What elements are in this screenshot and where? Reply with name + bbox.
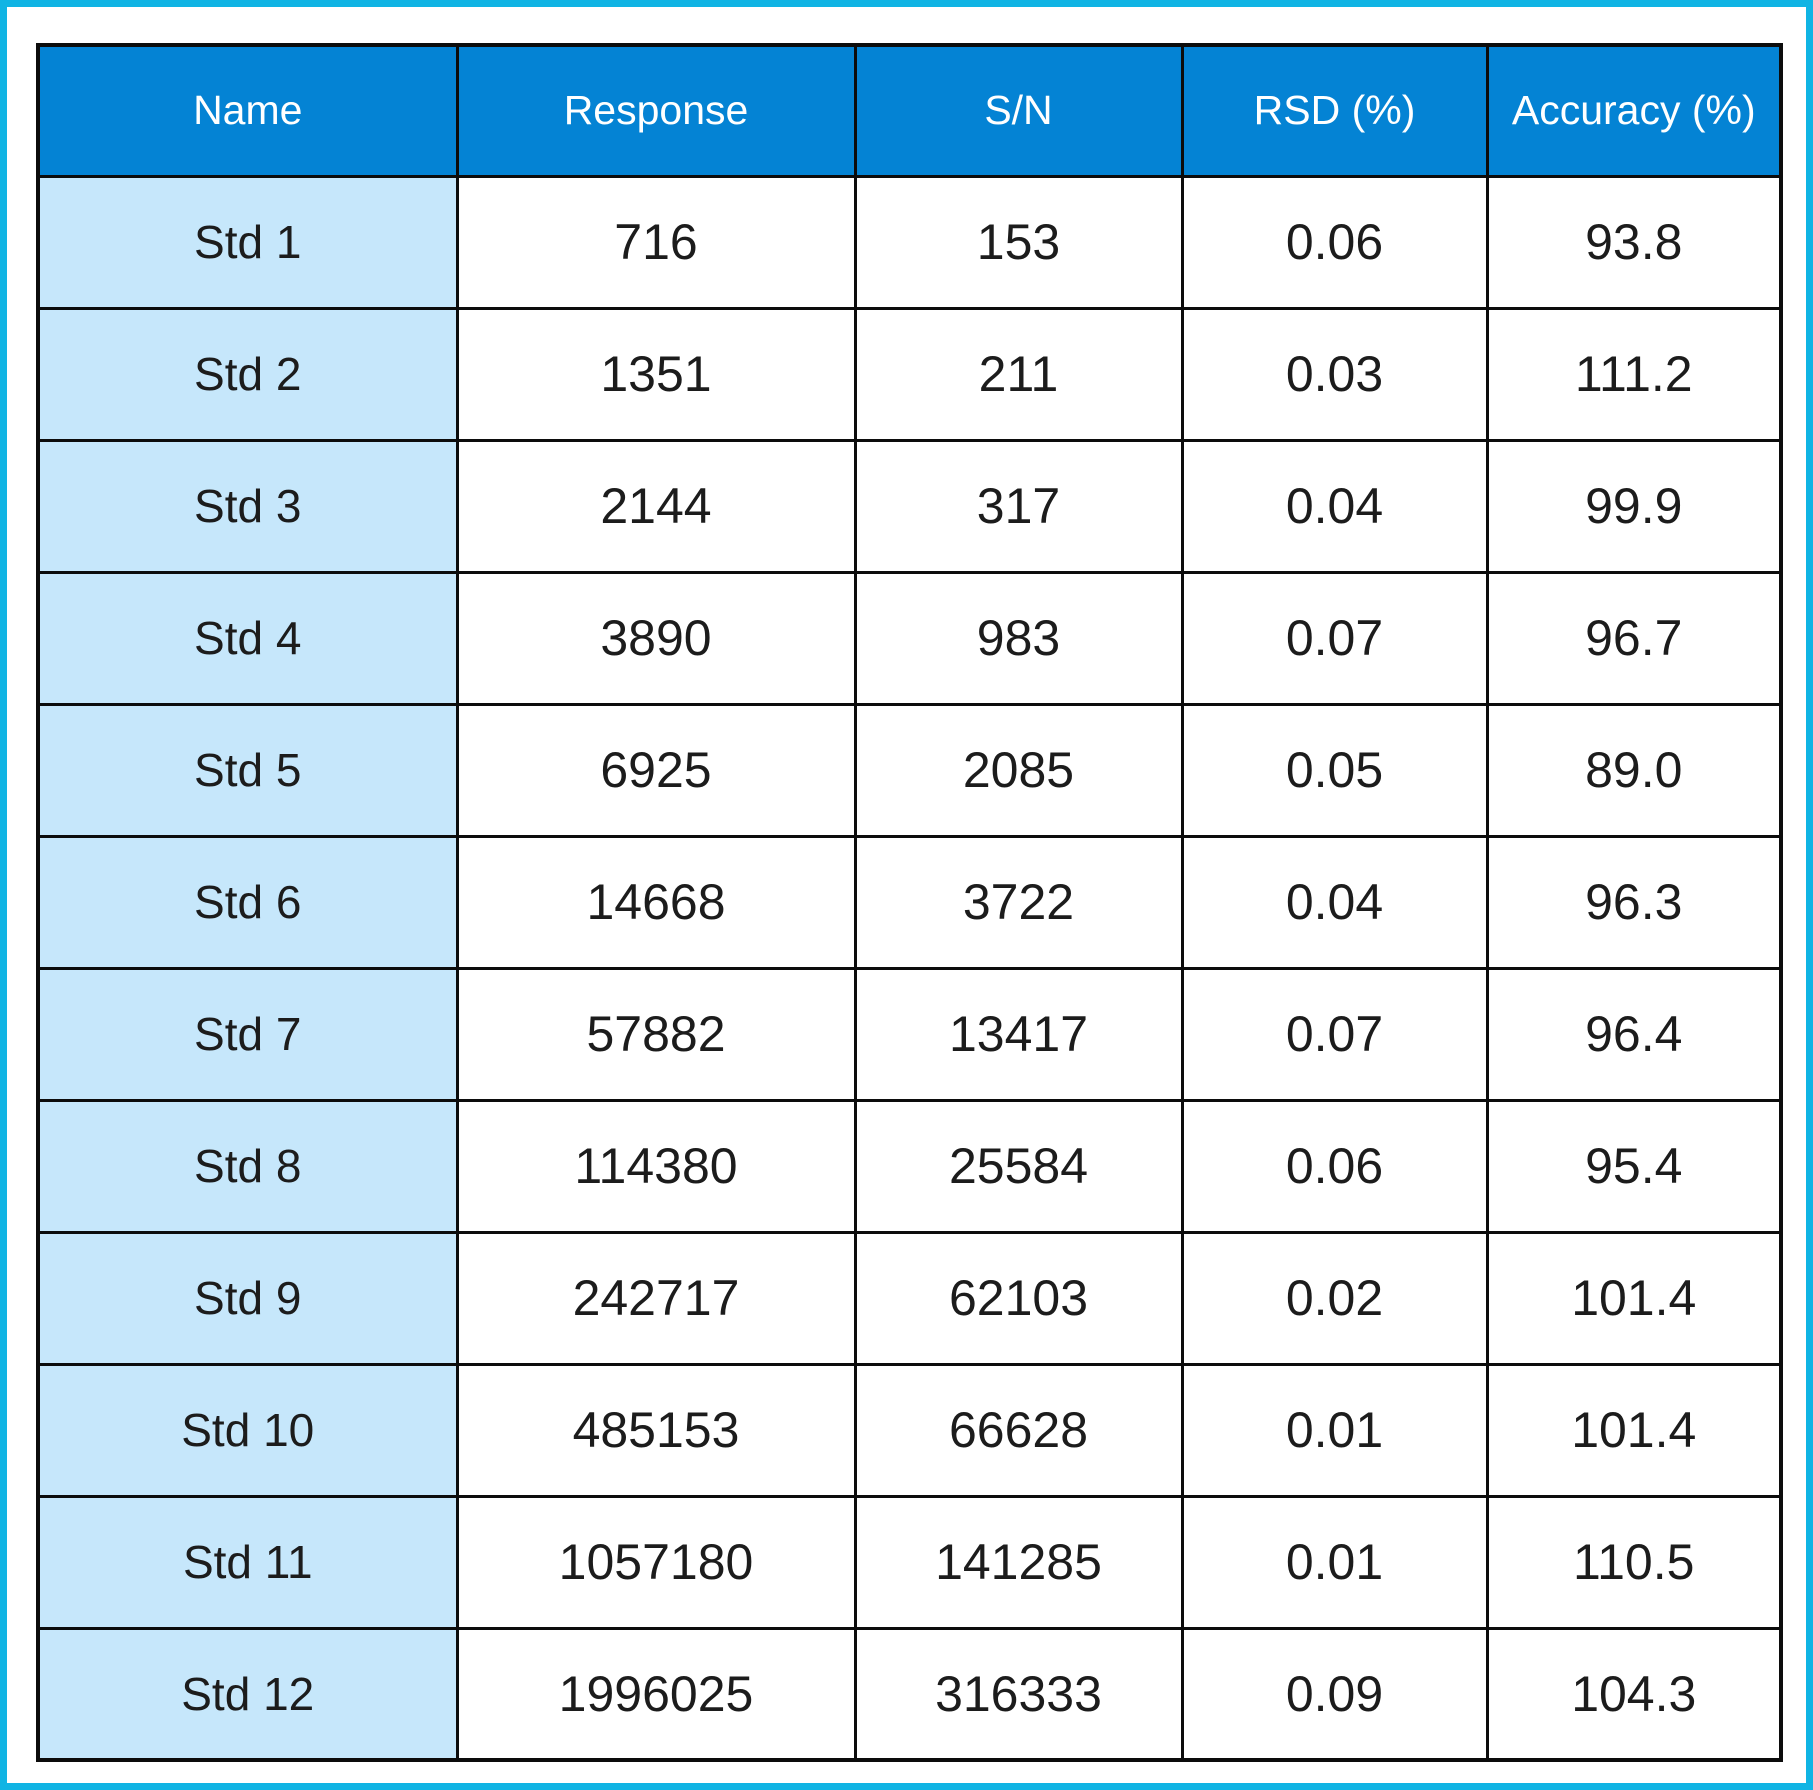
cell-response: 2144 xyxy=(455,438,857,574)
cell-sn: 983 xyxy=(853,570,1184,706)
table-row: Std 5 6925 2085 0.05 89.0 xyxy=(36,702,1783,838)
cell-name: Std 2 xyxy=(36,306,459,442)
cell-response: 114380 xyxy=(455,1098,857,1234)
cell-sn: 13417 xyxy=(853,966,1184,1102)
cell-sn: 2085 xyxy=(853,702,1184,838)
cell-sn: 25584 xyxy=(853,1098,1184,1234)
cell-sn: 3722 xyxy=(853,834,1184,970)
cell-sn: 317 xyxy=(853,438,1184,574)
cell-response: 1351 xyxy=(455,306,857,442)
cell-name: Std 5 xyxy=(36,702,459,838)
table-row: Std 7 57882 13417 0.07 96.4 xyxy=(36,966,1783,1102)
table-row: Std 1 716 153 0.06 93.8 xyxy=(36,174,1783,310)
cell-response: 242717 xyxy=(455,1230,857,1366)
cell-rsd: 0.09 xyxy=(1180,1626,1489,1762)
cell-rsd: 0.07 xyxy=(1180,966,1489,1102)
cell-rsd: 0.04 xyxy=(1180,438,1489,574)
table-body: Std 1 716 153 0.06 93.8 Std 2 1351 211 0.03 111.2… xyxy=(36,174,1783,1762)
cell-accuracy: 111.2 xyxy=(1485,306,1783,442)
table-header: Name Response S/N RSD (%) Accuracy (%) xyxy=(36,43,1783,178)
cell-sn: 153 xyxy=(853,174,1184,310)
cell-name: Std 6 xyxy=(36,834,459,970)
column-header-name: Name xyxy=(36,43,459,178)
cell-response: 485153 xyxy=(455,1362,857,1498)
cell-name: Std 10 xyxy=(36,1362,459,1498)
cell-name: Std 12 xyxy=(36,1626,459,1762)
cell-rsd: 0.01 xyxy=(1180,1362,1489,1498)
cell-rsd: 0.07 xyxy=(1180,570,1489,706)
cell-name: Std 7 xyxy=(36,966,459,1102)
table-row: Std 2 1351 211 0.03 111.2 xyxy=(36,306,1783,442)
header-row: Name Response S/N RSD (%) Accuracy (%) xyxy=(36,43,1783,178)
cell-accuracy: 99.9 xyxy=(1485,438,1783,574)
cell-rsd: 0.02 xyxy=(1180,1230,1489,1366)
cell-accuracy: 96.4 xyxy=(1485,966,1783,1102)
cell-sn: 62103 xyxy=(853,1230,1184,1366)
table-row: Std 8 114380 25584 0.06 95.4 xyxy=(36,1098,1783,1234)
cell-name: Std 8 xyxy=(36,1098,459,1234)
table-row: Std 3 2144 317 0.04 99.9 xyxy=(36,438,1783,574)
table-row: Std 6 14668 3722 0.04 96.3 xyxy=(36,834,1783,970)
cell-rsd: 0.04 xyxy=(1180,834,1489,970)
table-row: Std 11 1057180 141285 0.01 110.5 xyxy=(36,1494,1783,1630)
cell-accuracy: 96.7 xyxy=(1485,570,1783,706)
cell-accuracy: 89.0 xyxy=(1485,702,1783,838)
cell-response: 1057180 xyxy=(455,1494,857,1630)
results-table: Name Response S/N RSD (%) Accuracy (%) S… xyxy=(36,43,1783,1762)
column-header-sn: S/N xyxy=(853,43,1184,178)
cell-response: 3890 xyxy=(455,570,857,706)
cell-accuracy: 95.4 xyxy=(1485,1098,1783,1234)
cell-name: Std 3 xyxy=(36,438,459,574)
cell-response: 14668 xyxy=(455,834,857,970)
cell-rsd: 0.06 xyxy=(1180,1098,1489,1234)
column-header-response: Response xyxy=(455,43,857,178)
cell-sn: 141285 xyxy=(853,1494,1184,1630)
cell-accuracy: 93.8 xyxy=(1485,174,1783,310)
cell-name: Std 4 xyxy=(36,570,459,706)
cell-name: Std 9 xyxy=(36,1230,459,1366)
cell-name: Std 11 xyxy=(36,1494,459,1630)
cell-rsd: 0.03 xyxy=(1180,306,1489,442)
cell-accuracy: 96.3 xyxy=(1485,834,1783,970)
cell-sn: 316333 xyxy=(853,1626,1184,1762)
cell-sn: 66628 xyxy=(853,1362,1184,1498)
cell-response: 716 xyxy=(455,174,857,310)
cell-accuracy: 110.5 xyxy=(1485,1494,1783,1630)
cell-sn: 211 xyxy=(853,306,1184,442)
column-header-accuracy: Accuracy (%) xyxy=(1485,43,1783,178)
cell-rsd: 0.01 xyxy=(1180,1494,1489,1630)
table-row: Std 12 1996025 316333 0.09 104.3 xyxy=(36,1626,1783,1762)
table-row: Std 4 3890 983 0.07 96.7 xyxy=(36,570,1783,706)
column-header-rsd: RSD (%) xyxy=(1180,43,1489,178)
cell-accuracy: 104.3 xyxy=(1485,1626,1783,1762)
cell-accuracy: 101.4 xyxy=(1485,1362,1783,1498)
table-row: Std 9 242717 62103 0.02 101.4 xyxy=(36,1230,1783,1366)
cell-accuracy: 101.4 xyxy=(1485,1230,1783,1366)
cell-name: Std 1 xyxy=(36,174,459,310)
table-row: Std 10 485153 66628 0.01 101.4 xyxy=(36,1362,1783,1498)
cell-rsd: 0.06 xyxy=(1180,174,1489,310)
cell-response: 57882 xyxy=(455,966,857,1102)
cell-response: 1996025 xyxy=(455,1626,857,1762)
cell-response: 6925 xyxy=(455,702,857,838)
cell-rsd: 0.05 xyxy=(1180,702,1489,838)
